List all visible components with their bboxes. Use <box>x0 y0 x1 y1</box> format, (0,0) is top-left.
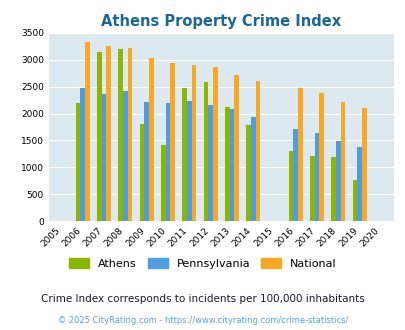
Bar <box>255 82 260 221</box>
Bar <box>245 125 250 221</box>
Bar <box>213 67 217 221</box>
Bar <box>118 49 123 221</box>
Bar <box>161 145 165 221</box>
Bar <box>128 48 132 221</box>
Bar <box>224 107 229 221</box>
Bar <box>170 63 175 221</box>
Bar <box>144 102 149 221</box>
Bar <box>234 75 239 221</box>
Bar <box>102 94 106 221</box>
Bar <box>361 108 366 221</box>
Bar <box>352 180 356 221</box>
Bar <box>309 155 314 221</box>
Bar <box>203 82 208 221</box>
Bar <box>85 42 90 221</box>
Bar <box>319 93 323 221</box>
Bar <box>288 151 293 221</box>
Bar <box>250 117 255 221</box>
Bar <box>123 91 128 221</box>
Bar <box>297 88 302 221</box>
Text: © 2025 CityRating.com - https://www.cityrating.com/crime-statistics/: © 2025 CityRating.com - https://www.city… <box>58 316 347 325</box>
Bar <box>208 105 213 221</box>
Bar <box>314 133 319 221</box>
Bar <box>76 103 80 221</box>
Bar <box>187 101 191 221</box>
Bar <box>229 109 234 221</box>
Bar <box>340 102 345 221</box>
Bar <box>165 103 170 221</box>
Title: Athens Property Crime Index: Athens Property Crime Index <box>101 14 341 29</box>
Bar <box>330 157 335 221</box>
Bar <box>335 141 340 221</box>
Bar <box>106 46 111 221</box>
Bar <box>191 65 196 221</box>
Bar <box>149 58 153 221</box>
Bar <box>97 52 102 221</box>
Bar <box>356 148 361 221</box>
Bar <box>139 124 144 221</box>
Legend: Athens, Pennsylvania, National: Athens, Pennsylvania, National <box>64 254 341 273</box>
Bar <box>182 88 187 221</box>
Bar <box>293 129 297 221</box>
Bar <box>80 88 85 221</box>
Text: Crime Index corresponds to incidents per 100,000 inhabitants: Crime Index corresponds to incidents per… <box>41 294 364 304</box>
